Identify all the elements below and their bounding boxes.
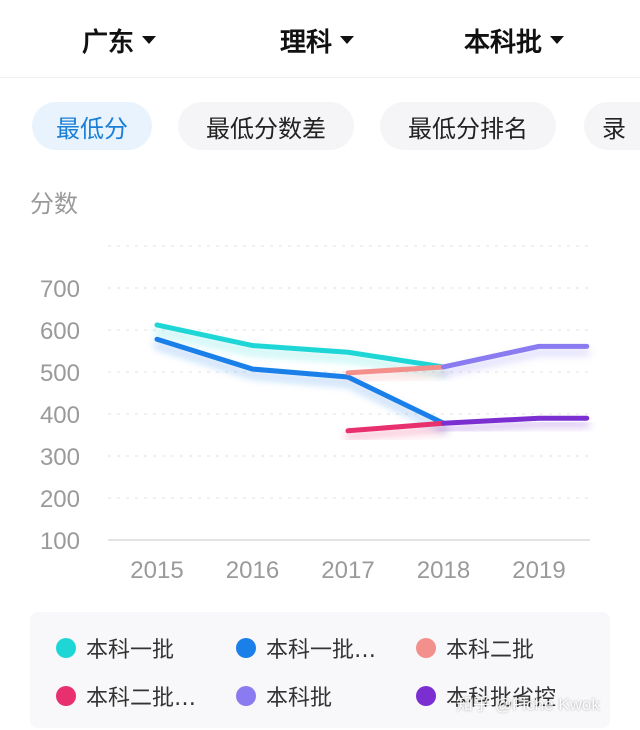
- subject-dropdown[interactable]: 理科: [280, 20, 355, 60]
- batch-dropdown[interactable]: 本科批: [464, 20, 565, 60]
- series-lines: [154, 322, 590, 434]
- y-tick-label: 200: [40, 486, 80, 513]
- caret-down-icon: [340, 36, 355, 44]
- legend-item[interactable]: 本科批: [236, 678, 332, 714]
- series-glow-line: [344, 425, 447, 441]
- tab-min-score[interactable]: 最低分: [32, 102, 152, 150]
- y-tick-label: 400: [40, 402, 80, 429]
- caret-down-icon: [142, 36, 157, 44]
- legend-item[interactable]: 本科二批: [416, 630, 534, 666]
- tab-min-score-rank[interactable]: 最低分排名: [380, 102, 556, 150]
- series-glow-line: [153, 327, 447, 377]
- caret-down-icon: [550, 36, 565, 44]
- legend-item[interactable]: 本科一批: [56, 630, 174, 666]
- legend-dot-icon: [236, 638, 256, 658]
- metric-tabs: 最低分 最低分数差 最低分排名 录: [0, 102, 640, 154]
- x-tick-label: 2015: [130, 557, 183, 584]
- legend-label: 本科二批…: [86, 686, 197, 711]
- series-glow-line: [344, 369, 447, 383]
- legend-dot-icon: [56, 686, 76, 706]
- tab-min-score-diff[interactable]: 最低分数差: [178, 102, 354, 150]
- legend-label: 本科一批…: [266, 638, 377, 663]
- x-tick-label: 2018: [417, 557, 470, 584]
- legend-item[interactable]: 本科二批…: [56, 678, 196, 714]
- chart-legend: 本科一批 本科一批… 本科二批本科二批… 本科批 本科批省控: [30, 612, 610, 728]
- y-tick-label: 500: [40, 360, 80, 387]
- legend-item[interactable]: 本科一批…: [236, 630, 376, 666]
- series-glow-line: [440, 420, 591, 433]
- series-glow: [153, 327, 591, 441]
- legend-dot-icon: [56, 638, 76, 658]
- legend-dot-icon: [236, 686, 256, 706]
- y-tick-label: 700: [40, 276, 80, 303]
- legend-dot-icon: [416, 686, 436, 706]
- subject-label: 理科: [280, 27, 333, 58]
- legend-item[interactable]: 本科批省控: [416, 678, 556, 714]
- batch-label: 本科批: [464, 27, 543, 58]
- watermark: 知乎 @Fiche Kwok: [456, 695, 600, 714]
- x-tick-label: 2017: [321, 557, 374, 584]
- grid-lines: [108, 245, 590, 541]
- x-tick-label: 2019: [512, 557, 565, 584]
- series-line-3: [345, 364, 446, 376]
- y-tick-label: 300: [40, 444, 80, 471]
- series-line-2: [154, 336, 446, 426]
- series-line-5: [441, 343, 590, 370]
- legend-label: 本科批省控: [446, 686, 557, 711]
- filter-bar: 广东 理科 本科批: [0, 0, 640, 78]
- legend-label: 本科二批: [446, 638, 535, 663]
- series-line-6: [441, 415, 590, 426]
- y-tick-label: 100: [40, 528, 80, 555]
- y-axis-title: 分数: [30, 191, 78, 218]
- series-glow-line: [153, 341, 447, 433]
- legend-dot-icon: [416, 638, 436, 658]
- x-axis-ticks: 2015 2016 2017 2018 2019: [130, 557, 565, 584]
- x-tick-label: 2016: [226, 557, 279, 584]
- legend-label: 本科批: [266, 686, 333, 711]
- legend-label: 本科一批: [86, 638, 175, 663]
- series-line-4: [345, 420, 446, 434]
- series-line-1: [154, 322, 446, 370]
- tab-admission[interactable]: 录: [584, 102, 640, 150]
- y-tick-label: 600: [40, 318, 80, 345]
- province-label: 广东: [82, 27, 135, 58]
- series-glow-line: [440, 348, 591, 377]
- province-dropdown[interactable]: 广东: [82, 20, 157, 60]
- y-axis-ticks: 100 200 300 400 500 600 700: [40, 276, 80, 555]
